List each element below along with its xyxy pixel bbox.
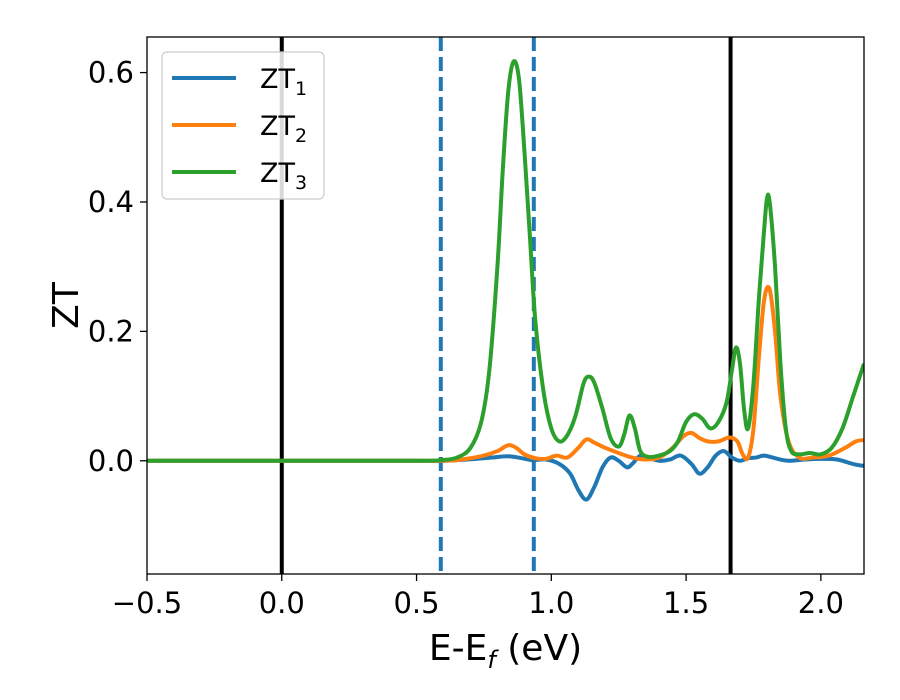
y-tick-label: 0.6 (88, 56, 134, 90)
x-axis-label: E-Ef (eV) (429, 628, 582, 674)
y-tick-label: 0.0 (88, 444, 134, 478)
plot-frame (146, 36, 865, 575)
x-axis-label-main: E-E (429, 628, 487, 669)
x-tick-label: 0.0 (259, 586, 305, 620)
x-tick-label: −0.5 (112, 586, 182, 620)
x-tick-label: 0.5 (393, 586, 439, 620)
x-axis: −0.5 0.0 0.5 1.0 1.5 2.0 (112, 574, 844, 620)
x-tick-label: 2.0 (798, 586, 844, 620)
series-line-zt3 (147, 59, 864, 463)
y-axis-label: ZT (46, 281, 87, 329)
x-tick-label: 1.0 (528, 586, 574, 620)
legend-label-zt1: ZT1 (260, 64, 307, 100)
legend-label-zt3: ZT3 (260, 158, 307, 194)
series-line-zt1 (147, 449, 864, 502)
x-axis-label-unit: (eV) (496, 628, 582, 669)
legend-label-zt2: ZT2 (260, 111, 307, 147)
y-tick-label: 0.2 (88, 314, 134, 348)
series-layer (147, 59, 864, 502)
x-tick-label: 1.5 (663, 586, 709, 620)
y-tick-label: 0.4 (88, 185, 134, 219)
legend: ZT1 ZT2 ZT3 (161, 51, 325, 200)
legend-box (161, 51, 325, 200)
y-axis: 0.0 0.2 0.4 0.6 (88, 56, 147, 478)
